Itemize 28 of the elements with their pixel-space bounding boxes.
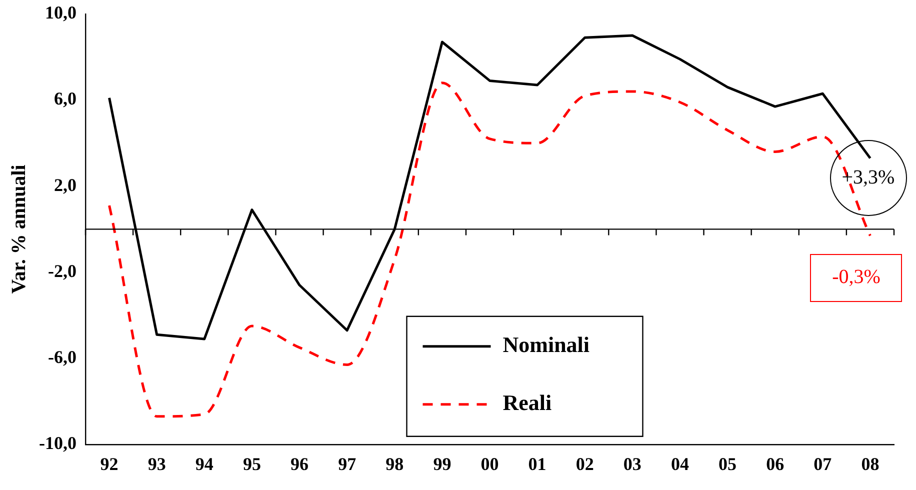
- annotation: +3,3%: [842, 166, 895, 188]
- x-tick-label: 04: [670, 454, 689, 474]
- y-tick-label: 6,0: [54, 88, 76, 109]
- y-tick-label: 10,0: [44, 2, 76, 23]
- x-tick-label: 93: [148, 454, 166, 474]
- x-tick-label: 08: [861, 454, 880, 474]
- legend-label: Reali: [502, 390, 552, 416]
- x-tick-label: 99: [433, 454, 452, 474]
- y-axis-title: Var. % annuali: [8, 164, 30, 294]
- y-tick-label: 2,0: [54, 174, 76, 195]
- x-tick-label: 97: [338, 454, 356, 474]
- x-tick-label: 01: [528, 454, 546, 474]
- x-tick-label: 06: [766, 454, 784, 474]
- x-tick-label: 03: [623, 454, 642, 474]
- x-tick-label: 92: [100, 454, 118, 474]
- x-tick-label: 98: [386, 454, 404, 474]
- x-tick-label: 07: [814, 454, 832, 474]
- x-tick-label: 05: [718, 454, 737, 474]
- annotation: -0,3%: [832, 266, 880, 288]
- x-tick-label: 94: [195, 454, 214, 474]
- y-tick-label: -6,0: [48, 346, 76, 367]
- y-tick-label: -2,0: [48, 260, 76, 281]
- x-tick-label: 96: [290, 454, 309, 474]
- x-tick-label: 00: [480, 454, 499, 474]
- legend-label: Nominali: [502, 332, 590, 358]
- x-tick-label: 95: [242, 454, 261, 474]
- y-tick-label: -10,0: [38, 433, 76, 454]
- x-tick-label: 02: [576, 454, 594, 474]
